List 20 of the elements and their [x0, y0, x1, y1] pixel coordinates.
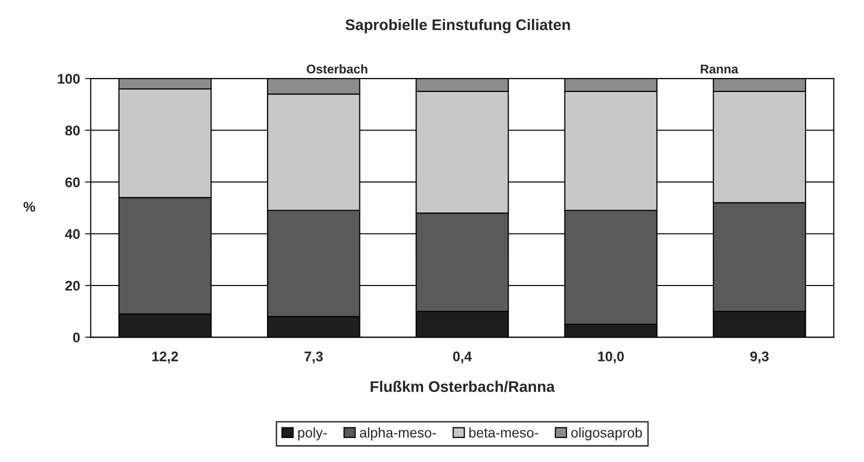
legend-label: poly- [298, 427, 327, 440]
x-tick-label: 9,3 [750, 352, 769, 364]
y-tick-label: 0 [73, 332, 80, 342]
chart-title: Saprobielle Einstufung Ciliaten [345, 18, 570, 34]
legend-label: oligosaprob [571, 427, 642, 440]
x-tick-label: 7,3 [304, 352, 323, 364]
text: Osterbach [306, 64, 368, 74]
x-tick-label: 12,2 [152, 352, 178, 364]
legend-label: alpha-meso- [360, 427, 436, 440]
y-tick-label: 40 [65, 229, 80, 239]
y-tick-label: 80 [65, 126, 80, 136]
y-tick-label: 20 [65, 280, 80, 291]
y-axis-title: % [24, 202, 36, 212]
y-tick-label: 100 [58, 74, 80, 84]
x-tick-label: 10,0 [598, 352, 624, 364]
text: Ranna [700, 64, 738, 74]
x-axis-title: Flußkm Osterbach/Ranna [370, 380, 555, 392]
y-tick-label: 60 [65, 177, 80, 188]
x-tick-label: 0,4 [453, 352, 472, 364]
legend-label: beta-meso- [469, 427, 538, 438]
